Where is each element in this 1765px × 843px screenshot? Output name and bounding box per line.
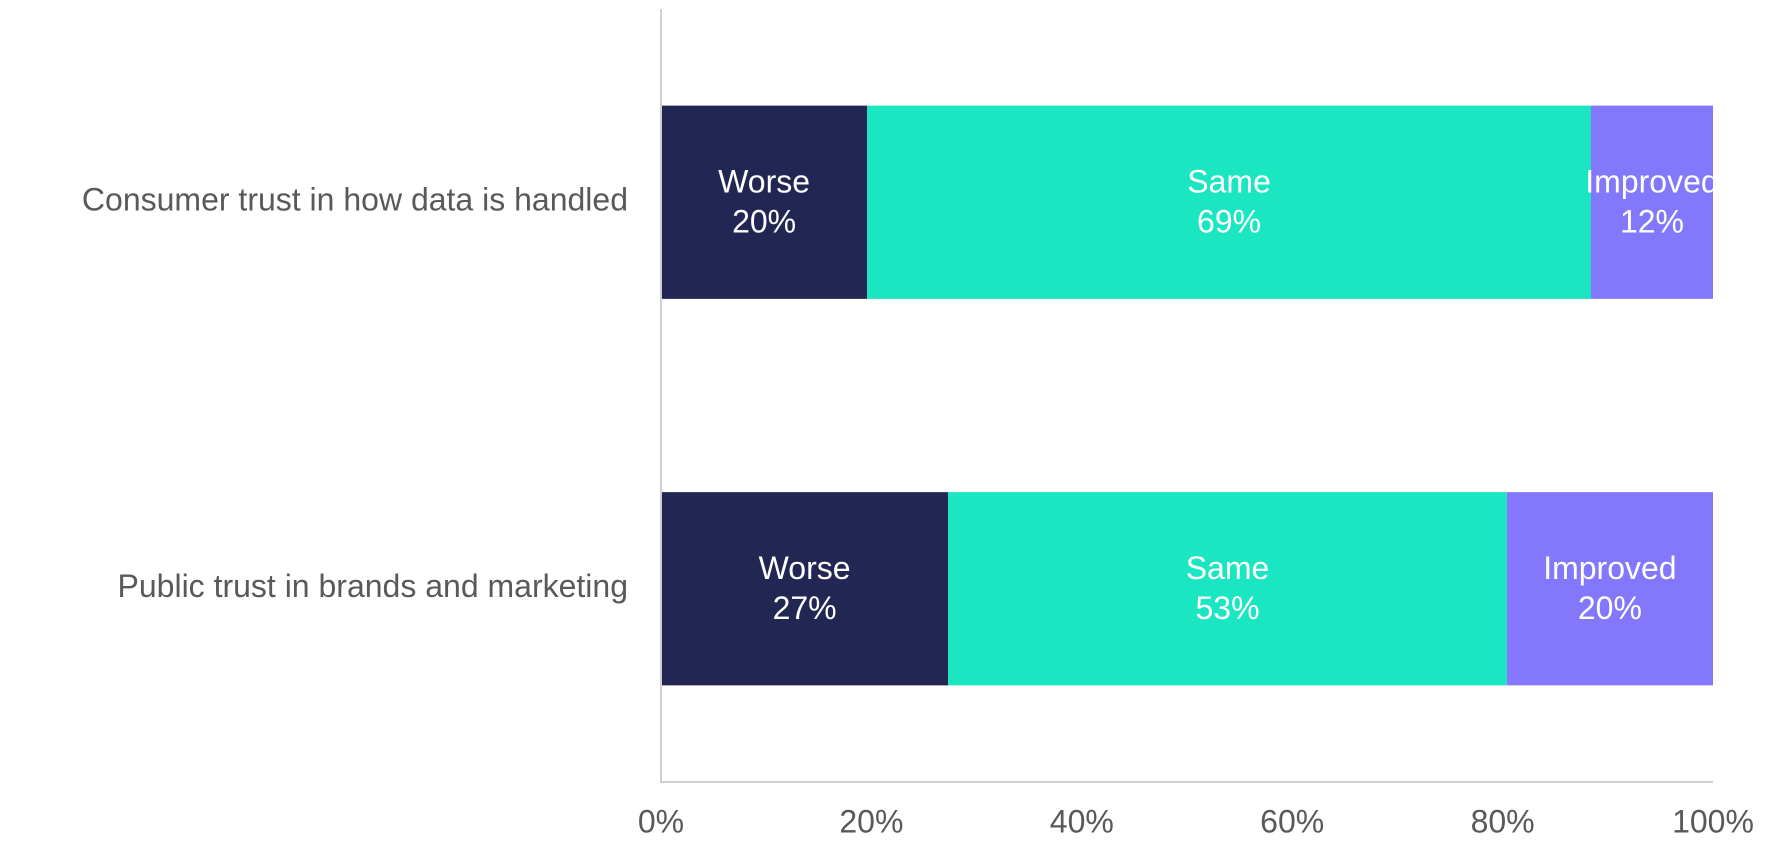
- x-tick-label: 100%: [1672, 803, 1754, 839]
- bar-segment: [1590, 105, 1713, 299]
- category-label: Public trust in brands and marketing: [118, 568, 628, 604]
- data-labels: Worse 20% Same 69% Improved 12% Worse 27% Same 53…: [718, 164, 1718, 627]
- segment-name: Same: [1186, 550, 1270, 586]
- x-tick-label: 80%: [1471, 803, 1535, 839]
- segment-value: 53%: [1195, 590, 1259, 626]
- x-tick-label: 60%: [1260, 803, 1324, 839]
- bar-segment: [661, 492, 949, 686]
- segment-value: 27%: [773, 590, 837, 626]
- segment-name: Improved: [1585, 164, 1718, 200]
- segment-value: 69%: [1197, 204, 1261, 240]
- bar-segment: [661, 105, 868, 299]
- segment-name: Worse: [718, 164, 810, 200]
- segment-name: Worse: [759, 550, 851, 586]
- segment-value: 20%: [732, 204, 796, 240]
- bar-segment: [867, 105, 1591, 299]
- x-tick-label: 40%: [1050, 803, 1114, 839]
- segment-name: Improved: [1543, 550, 1676, 586]
- segment-value: 20%: [1578, 590, 1642, 626]
- x-tick-label: 0%: [638, 803, 684, 839]
- plot-area: [661, 105, 1713, 686]
- bar-segment: [948, 492, 1507, 686]
- category-label: Consumer trust in how data is handled: [82, 182, 628, 218]
- bar-segment: [1506, 492, 1713, 686]
- x-tick-label: 20%: [839, 803, 903, 839]
- segment-name: Same: [1187, 164, 1271, 200]
- segment-value: 12%: [1620, 204, 1684, 240]
